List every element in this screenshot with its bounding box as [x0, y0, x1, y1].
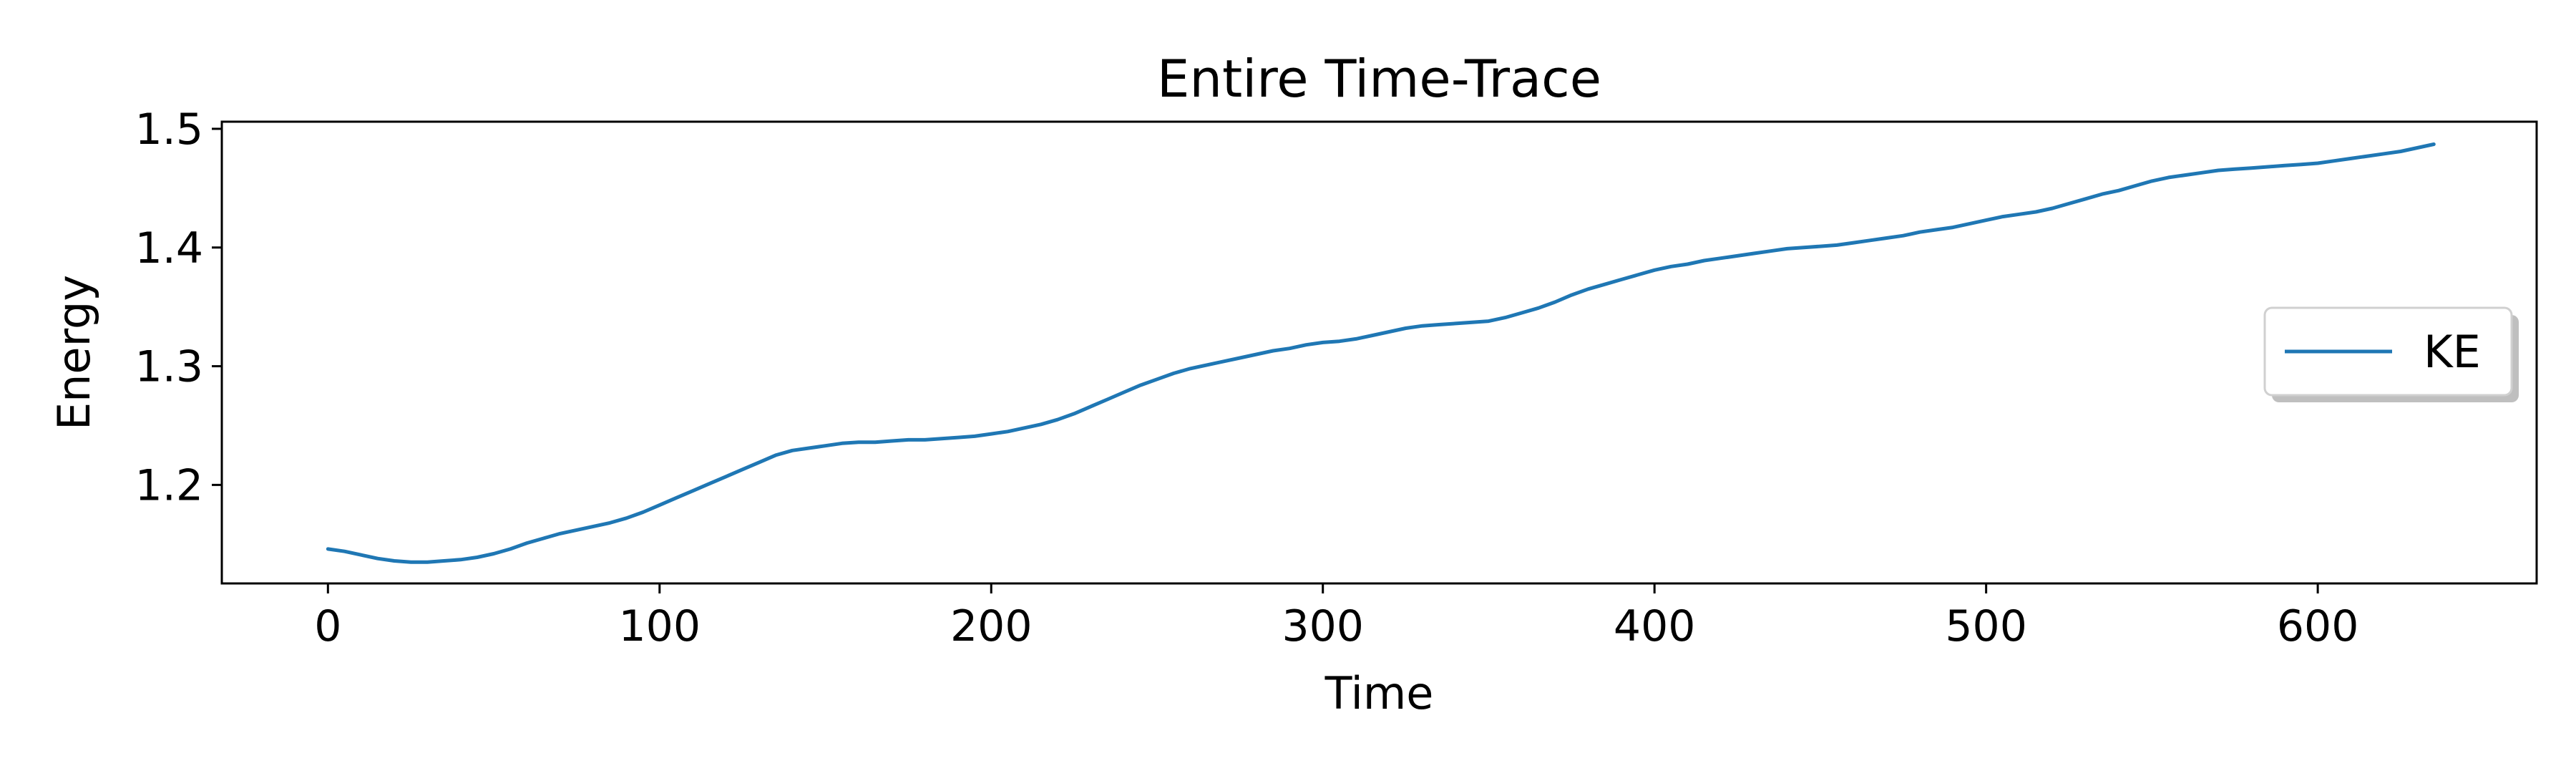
x-axis-label: Time	[1324, 667, 1434, 719]
y-axis-ticks: 1.2 1.3 1.4 1.5	[135, 105, 222, 510]
x-tick-label: 300	[1282, 601, 1364, 651]
x-tick-label: 600	[2277, 601, 2359, 651]
y-tick-label: 1.3	[135, 342, 203, 392]
series-layer	[326, 142, 2436, 564]
series-line-ke	[326, 142, 2436, 564]
x-tick-label: 200	[950, 601, 1033, 651]
x-tick-label: 100	[619, 601, 701, 651]
x-tick-label: 0	[314, 601, 341, 651]
y-axis-label: Energy	[48, 275, 100, 430]
x-axis-ticks: 0 100 200 300 400 500 600	[314, 583, 2358, 651]
x-tick-label: 500	[1945, 601, 2027, 651]
y-tick-label: 1.5	[135, 105, 203, 155]
plot-frame	[220, 120, 2538, 585]
chart-title: Entire Time-Trace	[1157, 49, 1601, 109]
y-tick-label: 1.4	[135, 223, 203, 273]
legend-label-ke: KE	[2424, 326, 2481, 378]
x-tick-label: 400	[1614, 601, 1696, 651]
legend: KE	[2263, 306, 2519, 402]
y-tick-label: 1.2	[135, 460, 203, 510]
